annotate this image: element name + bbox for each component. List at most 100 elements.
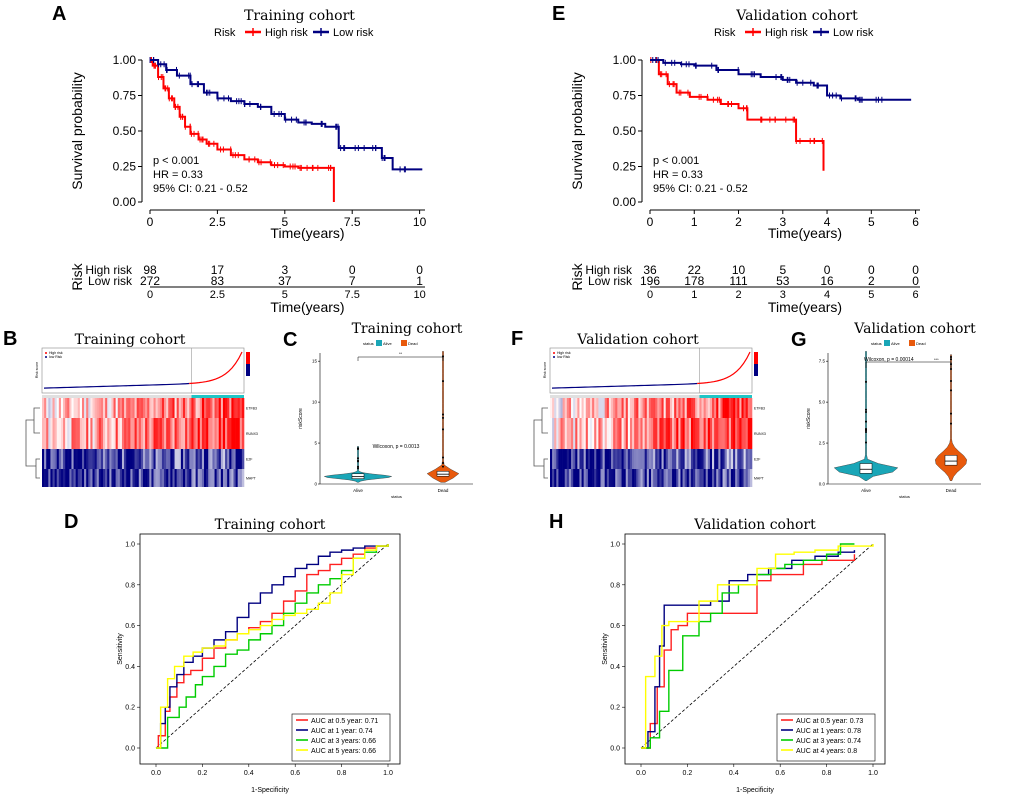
heatmap-cell <box>170 418 173 449</box>
heatmap-cell <box>48 398 51 418</box>
heatmap-cell <box>629 469 633 487</box>
heatmap-cell <box>699 418 702 449</box>
heatmap-cell <box>176 418 180 449</box>
heatmap-cell <box>587 398 591 418</box>
roc-legend-label-H-2: AUC at 3 years: 0.74 <box>796 738 861 745</box>
violin-outlier-C-1 <box>442 465 444 468</box>
heatmap-cell <box>56 469 60 487</box>
heatmap-cell <box>606 398 610 418</box>
heatmap-cell <box>674 469 677 487</box>
heatmap-cell <box>589 398 593 418</box>
heatmap-cell <box>642 449 645 469</box>
heatmap-cell <box>663 418 667 449</box>
heatmap-cell <box>195 418 199 449</box>
heatmap-cell <box>229 418 232 449</box>
roc-curve-D-1 <box>156 544 389 749</box>
violin-outlier-G-1 <box>950 358 952 361</box>
heatmap-cell <box>216 449 220 469</box>
heatmap-cell <box>109 398 112 418</box>
heatmap-cell <box>189 398 192 418</box>
heatmap-cell <box>109 469 112 487</box>
heatmap-cell <box>176 398 180 418</box>
heatmap-cell <box>583 398 587 418</box>
heatmap-cell <box>701 469 704 487</box>
heatmap-cell <box>602 398 606 418</box>
risk-table-rowname-E-1: Low risk <box>588 274 633 288</box>
km-curve-E-1 <box>650 59 912 101</box>
violin-xlabel-G: status <box>899 494 910 499</box>
heatmap-cell <box>659 398 662 418</box>
heatmap-cell <box>239 418 243 449</box>
heatmap-cell <box>206 418 209 449</box>
heatmap-gene-label-F-0: ETFB3 <box>754 407 765 411</box>
heatmap-cell <box>636 469 639 487</box>
roc-xlabel-D: 1-Specificity <box>251 787 289 794</box>
heatmap-cell <box>58 418 62 449</box>
heatmap-cell <box>632 418 635 449</box>
heatmap-cell <box>592 418 595 449</box>
heatmap-dendrogram-B <box>25 407 40 479</box>
roc-xlabel-H: 1-Specificity <box>736 787 774 794</box>
heatmap-cell <box>92 398 95 418</box>
risk-table-xlabel-A: Time(years) <box>270 299 344 315</box>
roc-ytick-label-H-1: 0.2 <box>610 705 620 712</box>
risk-table-cell-A-0-4: 0 <box>416 263 423 277</box>
heatmap-cell <box>189 418 192 449</box>
heatmap-cell <box>592 469 595 487</box>
heatmap-cell <box>241 398 245 418</box>
heatmap-dendrogram-F <box>533 407 548 479</box>
heatmap-cell <box>180 398 184 418</box>
heatmap-colorbar-low-B <box>246 364 250 376</box>
km-annotation-E-1: HR = 0.33 <box>653 169 703 181</box>
violin-box-C-1 <box>436 471 450 477</box>
heatmap-cell <box>229 469 232 487</box>
risk-table-cell-A-1-2: 37 <box>278 274 292 288</box>
heatmap-cell <box>556 469 559 487</box>
heatmap-cell <box>107 418 110 449</box>
violin-outlier-C-1 <box>442 456 444 459</box>
heatmap-cell <box>210 418 213 449</box>
heatmap-cell <box>48 418 51 449</box>
heatmap-cell <box>111 398 114 418</box>
roc-ytick-label-D-3: 0.6 <box>125 623 135 630</box>
heatmap-cell <box>617 469 620 487</box>
heatmap-gene-label-F-2: E2F <box>754 458 760 462</box>
heatmap-cell <box>182 449 186 469</box>
heatmap-cell <box>71 469 74 487</box>
heatmap-cell <box>73 418 76 449</box>
heatmap-cell <box>587 449 591 469</box>
heatmap-cell <box>575 418 578 449</box>
heatmap-cell <box>733 398 736 418</box>
violin-ytick-label-G-2: 5.0 <box>819 400 826 405</box>
heatmap-cell <box>201 418 205 449</box>
violin-outlier-G-0 <box>865 427 867 430</box>
heatmap-cell <box>724 469 728 487</box>
heatmap-cell <box>653 398 656 418</box>
heatmap-cell <box>613 398 616 418</box>
violin-annotation-C: Wilcoxon, p = 0.0013 <box>373 444 420 450</box>
heatmap-cell <box>103 469 106 487</box>
violin-xtick-label-C-1: Dead <box>438 488 449 493</box>
heatmap-cell <box>151 449 154 469</box>
violin-ytick-label-C-0: 0 <box>314 482 317 487</box>
heatmap-cell <box>743 449 746 469</box>
heatmap-cell <box>627 469 631 487</box>
heatmap-cell <box>117 418 121 449</box>
panel-label-A: A <box>52 3 66 25</box>
heatmap-cell <box>231 469 234 487</box>
heatmap-cell <box>56 398 60 418</box>
heatmap-cell <box>103 449 106 469</box>
heatmap-cell <box>722 398 725 418</box>
violin-legend-label-G-0: Alive <box>891 341 900 346</box>
km-annotation-A-2: 95% CI: 0.21 - 0.52 <box>153 183 248 195</box>
km-xlabel-A: Time(years) <box>270 225 344 241</box>
heatmap-cell <box>608 469 612 487</box>
risk-legend-label-B-1: low Risk <box>49 355 62 359</box>
heatmap-cell <box>185 398 188 418</box>
heatmap-cell <box>625 449 629 469</box>
heatmap-cell <box>600 398 603 418</box>
risk-legend-dot-B-1 <box>45 356 47 358</box>
heatmap-cell <box>98 469 102 487</box>
heatmap-cell <box>745 398 749 418</box>
